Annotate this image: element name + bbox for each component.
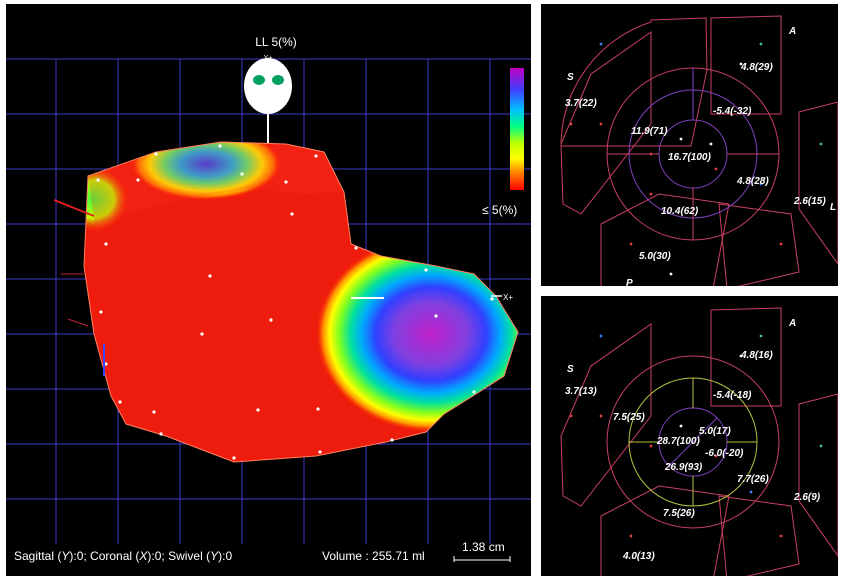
polar-map-bottom-apex-posterior-value: 26.9(93) [664, 462, 703, 473]
polar-map-bottom-posterior-outer-value: 4.0(13) [622, 551, 655, 562]
polar-map-top-anterior-mid-value: -5.4(-32) [713, 106, 752, 117]
ventricle-surface[interactable] [60, 128, 531, 463]
polar-map-top-posterior-outer-value: 5.0(30) [639, 251, 671, 262]
color-scale-bar [510, 68, 524, 190]
polar-map-top-septal-label: S [567, 72, 574, 83]
polar-map-bottom-scatter [569, 334, 823, 538]
polar-map-top-septal-mid-value: 11.9(71) [631, 126, 668, 137]
polar-map-top-outer-ring [560, 15, 838, 286]
scale-bar-label: 1.38 cm [462, 540, 505, 554]
head-orientation-icon [244, 58, 292, 154]
ventricle-3d-map-canvas[interactable]: LL 5(%) Y+ [6, 4, 531, 576]
polar-map-top-canvas[interactable]: A S L P 4.8(29) 3.7(22) 2.6(15) 5.0(30) … [541, 4, 838, 286]
polar-map-bottom-canvas[interactable]: A S 4.8(16) 3.7(13) 2.6(9) 4.0(13) 7.5(2… [541, 296, 838, 576]
color-scale-threshold-label: ≤ 5(%) [482, 203, 517, 217]
polar-map-bottom-septal-outer-value: 3.7(13) [565, 386, 597, 397]
polar-map-bottom[interactable]: A S 4.8(16) 3.7(13) 2.6(9) 4.0(13) 7.5(2… [541, 296, 838, 576]
polar-map-bottom-apex-anterior-value: 5.0(17) [699, 426, 731, 437]
polar-map-bottom-lateral-outer-value: 2.6(9) [793, 492, 821, 503]
polar-map-bottom-outer-ring [560, 307, 838, 576]
polar-map-top-anterior-outer-value: 4.8(29) [740, 62, 773, 73]
polar-map-top-lateral-outer-value: 2.6(15) [793, 196, 826, 207]
polar-map-top-scatter [569, 42, 823, 276]
polar-map-bottom-anterior-label: A [788, 318, 796, 329]
y-axis-indicator: Y+ [264, 55, 273, 62]
polar-map-top-septal-outer-value: 3.7(22) [565, 98, 597, 109]
polar-map-top-anterior-label: A [788, 26, 796, 37]
polar-map-bottom-anterior-mid-value: -5.4(-18) [713, 390, 752, 401]
polar-map-top[interactable]: A S L P 4.8(29) 3.7(22) 2.6(15) 5.0(30) … [541, 4, 838, 286]
polar-map-top-lateral-label: L [830, 202, 836, 213]
polar-map-top-posterior-mid-value: 10.4(62) [661, 206, 699, 217]
map-title-label: LL 5(%) [255, 35, 297, 49]
polar-map-bottom-apex-septal-value: 28.7(100) [656, 436, 700, 447]
polar-map-bottom-apex-lateral-value: -6.0(-20) [705, 448, 744, 459]
ventricle-3d-map-panel[interactable]: LL 5(%) Y+ [6, 4, 531, 576]
polar-map-bottom-lateral-mid-value: 7.7(26) [737, 474, 769, 485]
polar-map-top-posterior-label: P [626, 278, 633, 286]
polar-map-bottom-posterior-mid-value: 7.5(26) [663, 508, 695, 519]
view-orientation-readout: Sagittal (Y):0; Coronal (X):0; Swivel (Y… [14, 549, 233, 563]
polar-map-bottom-anterior-outer-value: 4.8(16) [740, 350, 773, 361]
polar-map-bottom-inner-rings [606, 355, 780, 529]
scale-bar [453, 556, 511, 562]
polar-map-bottom-septal-mid-value: 7.5(25) [613, 412, 645, 423]
polar-map-bottom-septal-label: S [567, 364, 574, 375]
x-axis-indicator: X+ [503, 293, 513, 302]
polar-map-top-lateral-mid-value: 4.8(28) [736, 176, 769, 187]
axis-markers [53, 199, 502, 376]
polar-map-top-apex-value: 16.7(100) [668, 152, 711, 163]
sample-points [96, 144, 494, 460]
volume-readout: Volume : 255.71 ml [322, 549, 425, 563]
